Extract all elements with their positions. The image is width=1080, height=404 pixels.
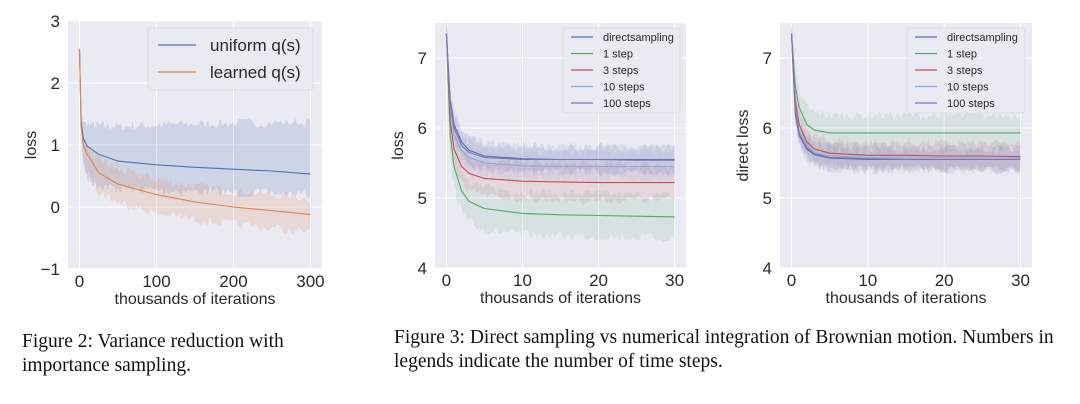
series-band (791, 16, 1021, 156)
y-axis-label: direct loss (735, 109, 752, 181)
series-band (446, 12, 675, 242)
series-band (446, 17, 675, 178)
series-line (790, 33, 1021, 161)
series-band (79, 43, 311, 199)
y-tick-label: 7 (763, 49, 772, 68)
y-tick-label: 5 (418, 189, 427, 208)
y-axis-label: loss (23, 131, 40, 159)
y-tick-label: 6 (763, 119, 772, 138)
y-tick-label: 2 (51, 74, 60, 93)
figure-2-label: Figure 2: (22, 331, 93, 352)
legend-entry: directsampling (603, 32, 674, 44)
legend-entry: 3 steps (947, 65, 983, 77)
y-tick-label: 1 (51, 136, 60, 155)
x-axis-label: thousands of iterations (826, 290, 987, 307)
figure-3-right-plot: 0 10 20 30 4 5 6 7 thousands of iterations direct… (735, 16, 1032, 307)
legend-box (906, 27, 1026, 114)
legend-box (147, 27, 314, 91)
legend-entry: 3 steps (603, 65, 639, 77)
x-tick-label: 0 (787, 271, 796, 290)
figure-2-text: Variance reduction with importance sampl… (22, 331, 284, 376)
legend-box (562, 27, 681, 114)
y-tick-label: 3 (51, 12, 60, 31)
x-tick-label: 300 (296, 272, 324, 291)
series-line (790, 33, 1021, 158)
series-line (445, 33, 675, 218)
series-band (446, 21, 675, 177)
series-line (445, 33, 675, 168)
series-band (446, 16, 675, 205)
series-band (791, 26, 1021, 176)
series-band (79, 44, 311, 235)
series-line (445, 33, 675, 184)
y-axis-label: loss (390, 131, 407, 159)
figure-2-plot: 0 100 200 300 −1 0 1 2 3 thousands of iterations l… (23, 12, 325, 308)
y-tick-label: −1 (41, 260, 60, 279)
y-tick-label: 4 (763, 259, 772, 278)
x-axis-label: thousands of iterations (480, 290, 641, 307)
x-tick-label: 10 (513, 271, 532, 290)
legend-entry: 1 step (603, 49, 633, 61)
x-tick-label: 0 (75, 272, 84, 291)
x-tick-label: 10 (858, 271, 877, 290)
legend-entry: uniform q(s) (210, 36, 301, 55)
figure-3-left-plot: 0 10 20 30 4 5 6 7 thousands of iterations loss di… (390, 12, 686, 307)
figure-3-caption: Figure 3: Direct sampling vs numerical i… (394, 326, 1074, 374)
y-tick-label: 0 (51, 198, 60, 217)
x-tick-label: 100 (142, 272, 170, 291)
series-line (78, 48, 311, 215)
legend-entry: directsampling (947, 32, 1018, 44)
legend-entry: 1 step (947, 49, 977, 61)
legend-entry: 100 steps (947, 98, 995, 110)
figure-3-text: Direct sampling vs numerical integration… (394, 327, 1054, 372)
legend-entry: 10 steps (603, 82, 645, 94)
figure-2-caption: Figure 2: Variance reduction with import… (22, 330, 367, 378)
x-tick-label: 30 (1011, 271, 1030, 290)
y-tick-label: 4 (418, 259, 427, 278)
series-line (78, 48, 311, 175)
series-band (791, 24, 1021, 174)
x-tick-label: 30 (665, 271, 684, 290)
legend-entry: 10 steps (947, 82, 989, 94)
y-tick-label: 7 (418, 49, 427, 68)
x-tick-label: 20 (935, 271, 954, 290)
x-axis-label: thousands of iterations (115, 291, 276, 308)
series-line (790, 33, 1021, 134)
x-tick-label: 200 (219, 272, 247, 291)
legend-entry: 100 steps (603, 98, 651, 110)
figure-3-label: Figure 3: (394, 327, 465, 348)
x-tick-label: 20 (589, 271, 608, 290)
series-band (446, 18, 675, 186)
y-tick-label: 5 (763, 189, 772, 208)
x-tick-label: 0 (442, 271, 451, 290)
y-tick-label: 6 (418, 119, 427, 138)
series-line (445, 33, 675, 161)
legend-entry: learned q(s) (210, 63, 301, 82)
